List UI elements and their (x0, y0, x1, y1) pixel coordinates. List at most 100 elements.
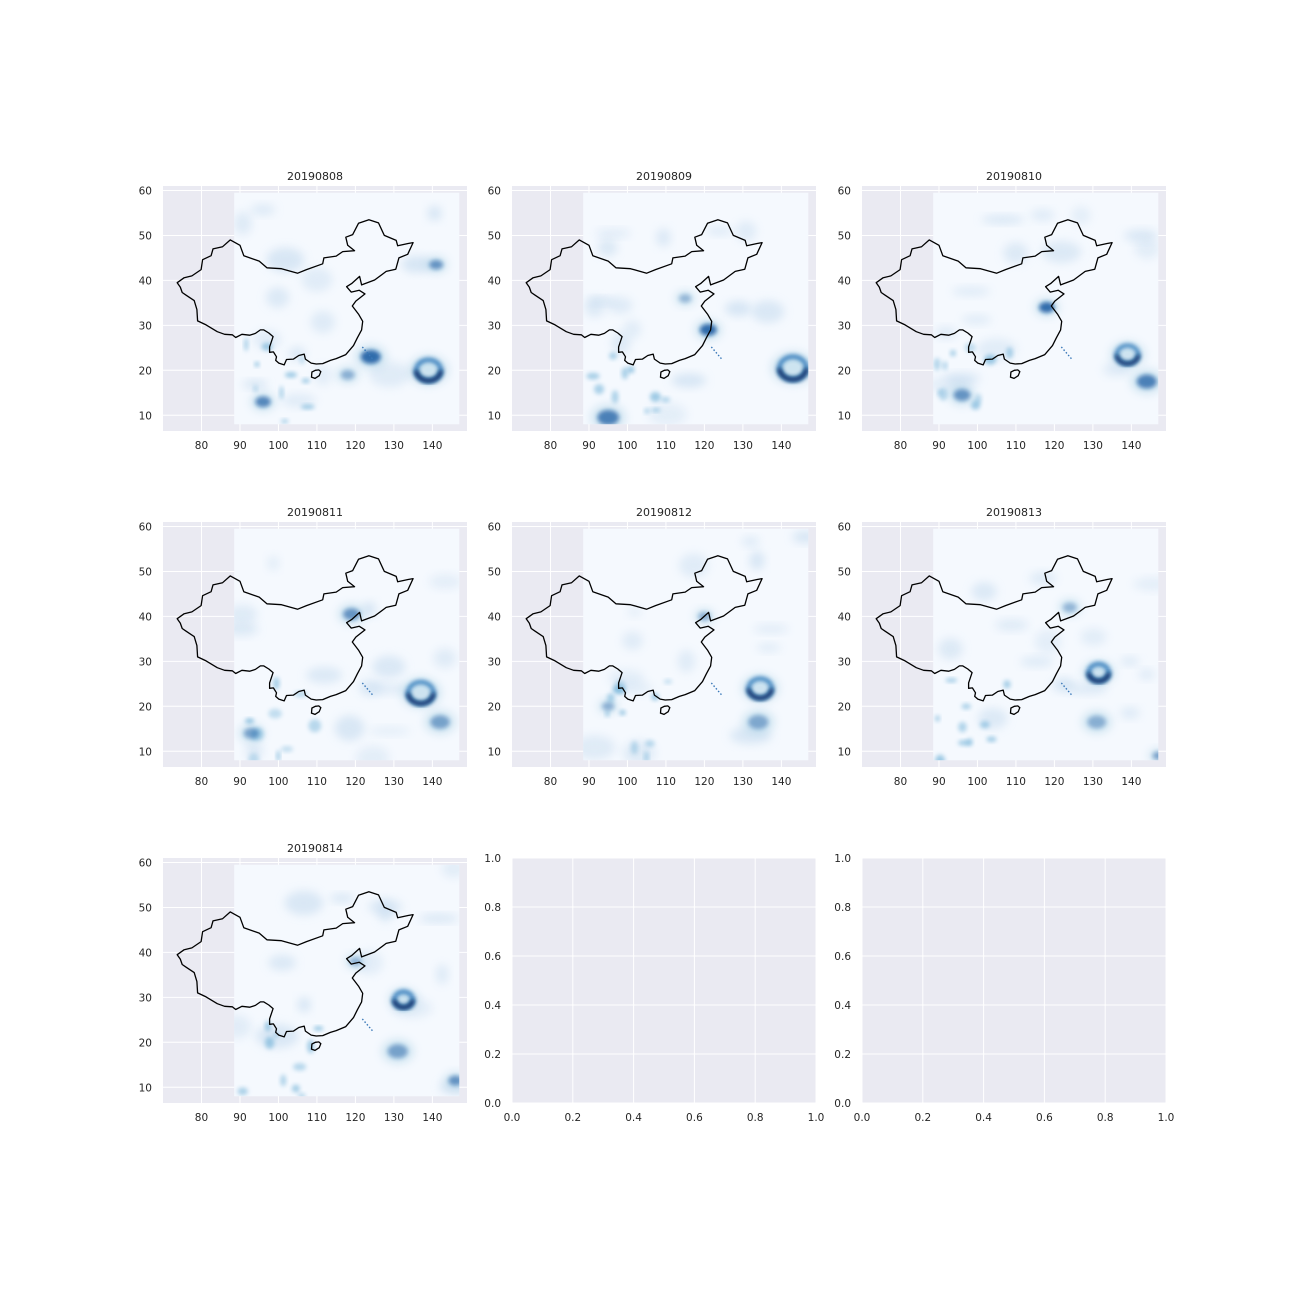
x-tick-label: 80 (894, 776, 907, 788)
precip-haze (724, 300, 752, 317)
subplot-4: 80 90 100 110 120 130 140 10 20 30 40 50 60 20190811 (139, 506, 467, 788)
y-tick-label: 20 (838, 701, 851, 713)
x-tick-label: 100 (617, 440, 637, 452)
x-tick-label: 120 (694, 440, 714, 452)
x-tick-label: 0.4 (625, 1112, 642, 1124)
precip-cell (619, 710, 626, 716)
precip-cell (308, 719, 322, 733)
x-tick-label: 1.0 (1158, 1112, 1175, 1124)
x-tick-label: 130 (384, 776, 404, 788)
precip-haze (753, 624, 789, 634)
precip-cell (244, 337, 249, 352)
y-tick-label: 60 (488, 521, 501, 533)
precip-cell (253, 385, 258, 393)
x-tick-label: 140 (771, 776, 791, 788)
hainan-border (1009, 369, 1021, 380)
precip-haze (242, 380, 268, 389)
precip-haze (756, 643, 781, 653)
y-tick-label: 50 (139, 230, 152, 242)
x-tick-label: 110 (307, 440, 327, 452)
y-tick-label: 30 (139, 320, 152, 332)
x-tick-label: 100 (967, 440, 987, 452)
x-tick-label: 140 (422, 776, 442, 788)
x-tick-label: 120 (1044, 440, 1064, 452)
precip-haze (234, 604, 258, 624)
x-tick-label: 120 (345, 440, 365, 452)
y-tick-label: 0.8 (484, 902, 501, 914)
taiwan-coast (361, 682, 374, 696)
precip-cell (933, 358, 941, 371)
x-tick-label: 110 (307, 776, 327, 788)
x-tick-label: 0.2 (914, 1112, 931, 1124)
precip-haze (611, 332, 631, 355)
precip-cell (248, 753, 260, 761)
y-tick-label: 50 (838, 566, 851, 578)
x-tick-label: 100 (268, 776, 288, 788)
precip-haze (606, 297, 633, 314)
y-tick-label: 20 (488, 365, 501, 377)
precip-cell (313, 1026, 324, 1031)
precip-core (360, 349, 381, 364)
precip-core (1136, 374, 1157, 389)
precip-haze (584, 297, 605, 317)
y-tick-label: 0.0 (834, 1098, 851, 1110)
precip-core (340, 369, 355, 380)
x-tick-label: 130 (1083, 440, 1103, 452)
precip-haze (267, 555, 280, 571)
x-tick-label: 90 (233, 440, 246, 452)
x-tick-label: 0.2 (564, 1112, 581, 1124)
precip-cell (1003, 680, 1011, 689)
x-tick-label: 80 (195, 776, 208, 788)
precip-haze (951, 286, 991, 297)
precip-haze (301, 267, 333, 292)
precip-cell (586, 372, 600, 380)
y-tick-label: 50 (139, 566, 152, 578)
subplot-title: 20190813 (986, 506, 1042, 519)
precip-cell (291, 1084, 300, 1093)
x-tick-label: 110 (1006, 440, 1026, 452)
precip-cell (611, 390, 619, 404)
precip-haze (297, 997, 311, 1013)
subplot-title: 20190814 (287, 842, 343, 855)
precip-core (387, 1044, 408, 1059)
precip-core (448, 1075, 460, 1086)
x-tick-label: 130 (384, 440, 404, 452)
x-tick-label: 120 (345, 1112, 365, 1124)
x-tick-label: 140 (422, 1112, 442, 1124)
precip-haze (1034, 629, 1062, 654)
y-tick-label: 40 (488, 611, 501, 623)
precip-haze (334, 715, 365, 741)
precip-cell (935, 754, 945, 761)
precip-haze (433, 648, 457, 668)
precip-field (234, 192, 460, 425)
precip-cell (644, 408, 650, 414)
x-tick-label: 100 (967, 776, 987, 788)
subplot-8: 0.0 0.2 0.4 0.6 0.8 1.0 0.0 0.2 0.4 0.6 0.8 1.0 (484, 853, 824, 1124)
precip-haze (597, 238, 618, 257)
precip-core (597, 409, 619, 425)
subplot-1: 80 90 100 110 120 130 140 10 20 30 40 50 60 20190808 (139, 170, 467, 452)
y-tick-label: 40 (139, 275, 152, 287)
precip-haze (310, 310, 335, 334)
y-tick-label: 10 (488, 746, 501, 758)
y-tick-label: 30 (838, 320, 851, 332)
y-tick-label: 10 (838, 410, 851, 422)
y-tick-label: 0.4 (834, 1000, 851, 1012)
y-tick-label: 60 (139, 185, 152, 197)
hainan-border (310, 1041, 322, 1052)
hainan-border (659, 369, 671, 380)
precip-haze (1019, 656, 1054, 668)
precip-cell (264, 1036, 275, 1049)
precip-haze (621, 631, 644, 650)
china-border (176, 891, 414, 1038)
x-tick-label: 80 (544, 776, 557, 788)
china-border (176, 219, 414, 366)
precip-haze (735, 221, 757, 242)
precip-haze (1120, 656, 1140, 666)
precip-cell (986, 736, 997, 743)
y-tick-label: 0.0 (484, 1098, 501, 1110)
x-tick-label: 90 (582, 440, 595, 452)
x-tick-label: 80 (894, 440, 907, 452)
precip-haze (792, 531, 809, 544)
subplot-7: 80 90 100 110 120 130 140 10 20 30 40 50 60 20190814 (139, 842, 467, 1124)
